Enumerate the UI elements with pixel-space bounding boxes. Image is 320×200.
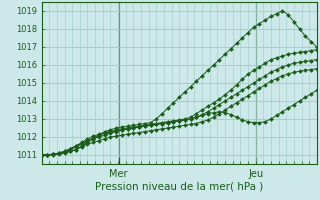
X-axis label: Pression niveau de la mer( hPa ): Pression niveau de la mer( hPa )	[95, 182, 263, 192]
